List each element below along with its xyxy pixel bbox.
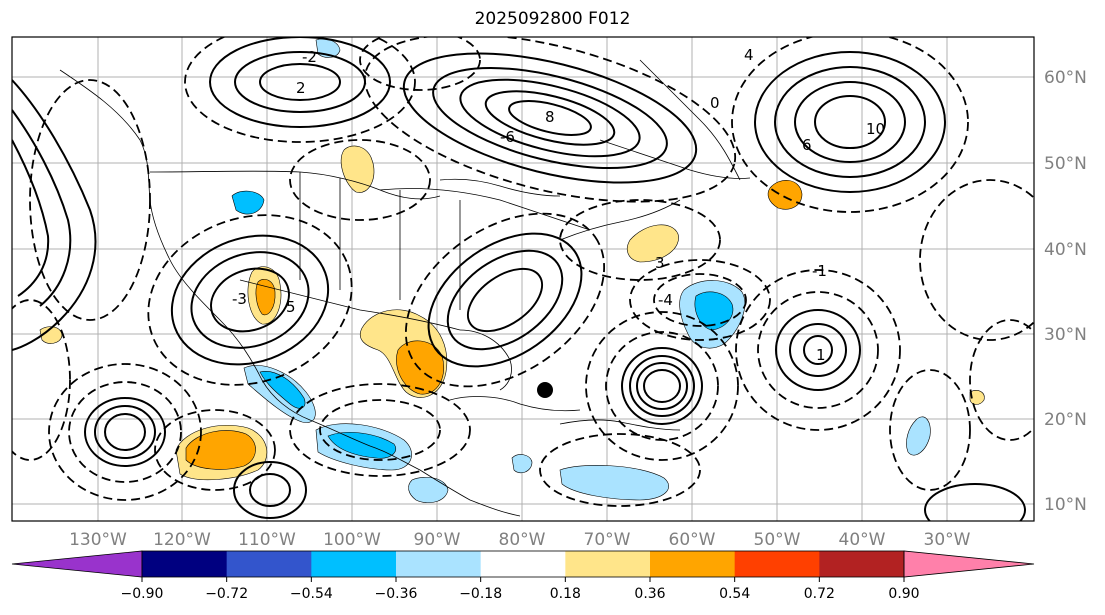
colorbar-tick-label: 0.36 <box>634 586 665 602</box>
contour-label: -4 <box>658 291 673 309</box>
contour-label: -1 <box>812 262 827 280</box>
lat-tick-label: 40°N <box>1044 240 1087 260</box>
positive-anomaly-area <box>39 326 63 344</box>
lon-tick-label: 30°W <box>924 530 971 550</box>
contour-label-group: -2 2 -4 3 -1 8 4 10 6 -6 0 1 5 -3 <box>232 46 885 364</box>
lon-tick-label: 40°W <box>839 530 886 550</box>
colorbar-extend-low <box>11 550 143 578</box>
lat-tick-label: 50°N <box>1044 154 1087 174</box>
colorbar-segment <box>311 551 397 577</box>
gridlines <box>12 37 1034 521</box>
colorbar-segment <box>142 551 228 577</box>
contour-label: -6 <box>500 128 515 146</box>
colorbar-segment <box>819 551 905 577</box>
colorbar-outline <box>141 550 905 578</box>
negative-anomaly-area <box>231 190 265 215</box>
positive-anomaly-area <box>340 145 375 193</box>
lon-tick-label: 120°W <box>153 530 211 550</box>
colorbar-segment <box>396 551 482 577</box>
positive-anomaly-area <box>255 279 276 316</box>
lon-tick-label: 80°W <box>499 530 546 550</box>
colorbar-segment <box>734 551 820 577</box>
lat-tick-label: 60°N <box>1044 68 1087 88</box>
colorbar-tick-label: 0.72 <box>804 586 835 602</box>
lat-tick-label: 10°N <box>1044 495 1087 515</box>
contour-label: 10 <box>866 120 885 138</box>
colorbar-tick-label: 0.18 <box>550 586 581 602</box>
longitude-labels: 130°W 120°W 110°W 100°W 90°W 80°W 70°W 6… <box>69 530 971 550</box>
lon-tick-label: 70°W <box>584 530 631 550</box>
negative-anomaly-area <box>511 454 533 474</box>
contour-label: -3 <box>232 290 247 308</box>
lon-tick-label: 90°W <box>414 530 461 550</box>
colorbar-extend-high <box>903 550 1035 578</box>
lat-tick-label: 30°N <box>1044 325 1087 345</box>
lon-tick-label: 60°W <box>669 530 716 550</box>
contour-label: 6 <box>802 136 812 154</box>
lat-tick-label: 20°N <box>1044 410 1087 430</box>
storm-center-marker <box>537 382 553 398</box>
contour-label: 8 <box>545 108 555 126</box>
lon-tick-label: 130°W <box>69 530 127 550</box>
map-border <box>11 36 1035 522</box>
positive-anomaly-area <box>767 180 803 210</box>
map-title: 2025092800 F012 <box>474 9 631 29</box>
contour-label: 5 <box>286 298 296 316</box>
positive-anomaly-area <box>969 390 985 405</box>
negative-anomaly-area <box>408 477 449 503</box>
positive-anomaly-area <box>396 340 444 395</box>
negative-anomaly-area <box>327 431 396 459</box>
colorbar-tick-label: 0.90 <box>888 586 919 602</box>
colorbar-segment <box>226 551 312 577</box>
colorbar-tick-label: −0.18 <box>459 586 502 602</box>
colorbar-tick-label: −0.54 <box>290 586 333 602</box>
contour-label: -2 <box>302 48 317 66</box>
contour-label: 3 <box>655 254 665 272</box>
colorbar-segment <box>565 551 651 577</box>
colorbar-tick-label: −0.72 <box>205 586 248 602</box>
colorbar-segment <box>650 551 736 577</box>
positive-anomaly-area <box>185 430 256 470</box>
positive-anomaly-area <box>627 224 679 263</box>
colorbar-tick-label: −0.36 <box>375 586 418 602</box>
colorbar: −0.90 −0.72 −0.54 −0.36 −0.18 0.18 0.36 0.54 0.7… <box>11 550 1035 602</box>
lon-tick-label: 110°W <box>238 530 296 550</box>
negative-anomaly-area <box>559 465 669 501</box>
contour-label: 2 <box>296 79 306 97</box>
lon-tick-label: 100°W <box>323 530 381 550</box>
colorbar-tick-label: 0.54 <box>719 586 750 602</box>
colorbar-tick-label: −0.90 <box>121 586 164 602</box>
latitude-labels: 60°N 50°N 40°N 30°N 20°N 10°N <box>1044 68 1087 515</box>
contour-lines <box>12 37 1034 521</box>
colorbar-segment <box>480 551 566 577</box>
contour-label: 0 <box>710 94 720 112</box>
lon-tick-label: 50°W <box>754 530 801 550</box>
contour-label: 4 <box>744 46 754 64</box>
negative-anomaly-area <box>906 416 931 456</box>
contour-label: 1 <box>816 346 826 364</box>
